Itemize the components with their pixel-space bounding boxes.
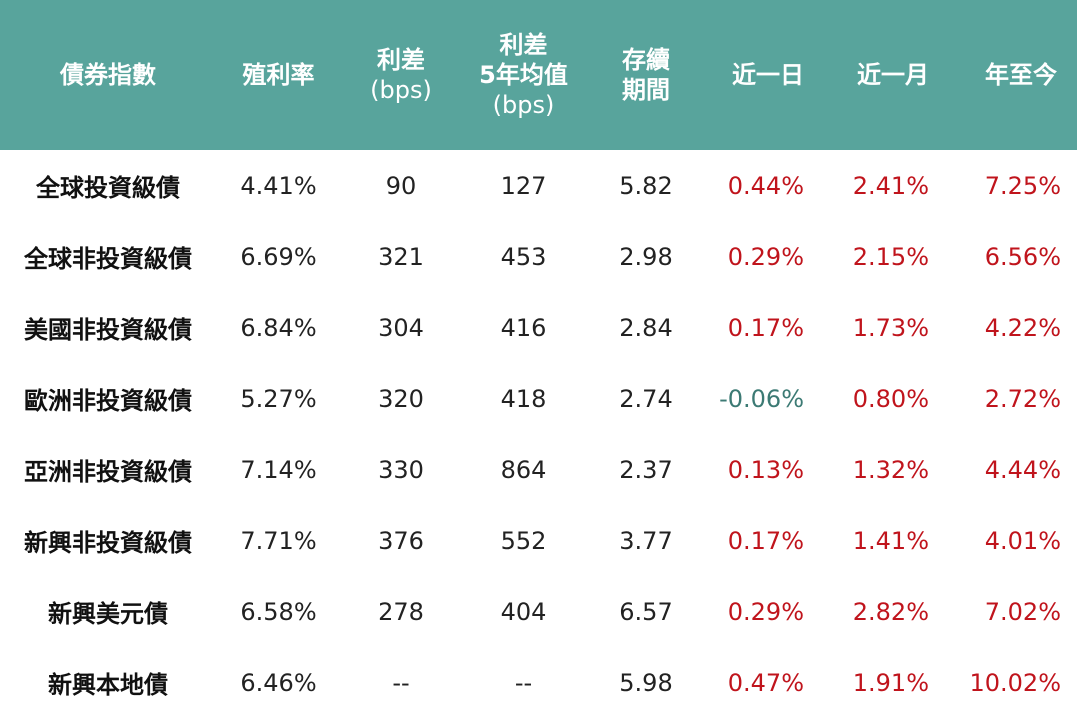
- cell-ytd: 2.72%: [984, 384, 1061, 413]
- cell-spread: 321: [378, 242, 424, 271]
- table-row: 歐洲非投資級債 5.27% 320 418 2.74 -0.06% 0.80% 2.72%: [0, 363, 1077, 434]
- table-row: 新興非投資級債 7.71% 376 552 3.77 0.17% 1.41% 4.01%: [0, 505, 1077, 576]
- header-yield: 殖利率: [216, 60, 341, 90]
- cell-yield: 7.71%: [240, 526, 317, 555]
- row-name: 新興美元債: [48, 600, 168, 628]
- cell-duration: 5.82: [619, 171, 673, 200]
- table-row: 亞洲非投資級債 7.14% 330 864 2.37 0.13% 1.32% 4.44%: [0, 434, 1077, 505]
- cell-duration: 2.74: [619, 384, 673, 413]
- cell-1d: 0.17%: [727, 313, 804, 342]
- header-duration-line2: 期間: [622, 76, 670, 104]
- cell-yield: 6.84%: [240, 313, 317, 342]
- header-spread-line1: 利差: [377, 46, 425, 74]
- cell-yield: 4.41%: [240, 171, 317, 200]
- cell-spread: 90: [385, 171, 417, 200]
- header-ytd: 年至今: [951, 60, 1077, 90]
- cell-ytd: 4.22%: [984, 313, 1061, 342]
- header-1m-label: 近一月: [857, 61, 929, 89]
- cell-1m: 0.80%: [852, 384, 929, 413]
- header-1m: 近一月: [826, 60, 951, 90]
- cell-1m: 2.82%: [852, 597, 929, 626]
- header-yield-label: 殖利率: [242, 61, 315, 89]
- cell-spread-5y: 404: [500, 597, 547, 626]
- cell-1m: 1.41%: [852, 526, 929, 555]
- header-duration: 存續 期間: [586, 45, 706, 105]
- cell-duration: 5.98: [619, 668, 673, 697]
- cell-1m: 1.91%: [852, 668, 929, 697]
- cell-spread-5y: 127: [500, 171, 547, 200]
- cell-spread: 304: [378, 313, 424, 342]
- header-spread-5y: 利差 5年均值 (bps): [461, 30, 586, 120]
- cell-yield: 6.58%: [240, 597, 317, 626]
- cell-ytd: 7.25%: [984, 171, 1061, 200]
- cell-1d: 0.29%: [727, 242, 804, 271]
- cell-spread: 330: [378, 455, 424, 484]
- cell-spread: 320: [378, 384, 424, 413]
- header-spread5y-line1: 利差: [499, 31, 548, 59]
- cell-ytd: 10.02%: [969, 668, 1061, 697]
- cell-1d: -0.06%: [719, 384, 804, 413]
- cell-yield: 6.46%: [240, 668, 317, 697]
- header-index-label: 債券指數: [60, 61, 156, 89]
- cell-yield: 7.14%: [240, 455, 317, 484]
- row-name: 全球投資級債: [36, 174, 180, 202]
- row-name: 亞洲非投資級債: [24, 458, 192, 486]
- cell-duration: 3.77: [619, 526, 673, 555]
- header-index: 債券指數: [0, 60, 216, 90]
- table-row: 新興本地債 6.46% -- -- 5.98 0.47% 1.91% 10.02%: [0, 647, 1077, 718]
- row-name: 全球非投資級債: [24, 245, 192, 273]
- cell-spread-5y: 416: [500, 313, 547, 342]
- table-row: 新興美元債 6.58% 278 404 6.57 0.29% 2.82% 7.02%: [0, 576, 1077, 647]
- row-name: 新興非投資級債: [24, 529, 192, 557]
- cell-spread-5y: 552: [500, 526, 547, 555]
- cell-1d: 0.47%: [727, 668, 804, 697]
- cell-ytd: 7.02%: [984, 597, 1061, 626]
- cell-yield: 5.27%: [240, 384, 317, 413]
- cell-1m: 1.73%: [852, 313, 929, 342]
- header-ytd-label: 年至今: [985, 61, 1057, 89]
- table-row: 全球投資級債 4.41% 90 127 5.82 0.44% 2.41% 7.25%: [0, 150, 1077, 221]
- cell-spread: 278: [378, 597, 424, 626]
- cell-1m: 1.32%: [852, 455, 929, 484]
- row-name: 歐洲非投資級債: [24, 387, 192, 415]
- table-row: 美國非投資級債 6.84% 304 416 2.84 0.17% 1.73% 4.22%: [0, 292, 1077, 363]
- header-spread5y-line2: 5年均值: [479, 61, 568, 89]
- cell-duration: 2.37: [619, 455, 673, 484]
- cell-1d: 0.44%: [727, 171, 804, 200]
- cell-yield: 6.69%: [240, 242, 317, 271]
- header-spread5y-line3: (bps): [492, 91, 555, 119]
- cell-duration: 2.84: [619, 313, 673, 342]
- cell-ytd: 4.01%: [984, 526, 1061, 555]
- cell-1d: 0.17%: [727, 526, 804, 555]
- cell-spread: --: [392, 668, 410, 697]
- cell-spread-5y: 453: [500, 242, 547, 271]
- header-1d: 近一日: [706, 60, 826, 90]
- table-body: 全球投資級債 4.41% 90 127 5.82 0.44% 2.41% 7.25% 全球非投資…: [0, 150, 1077, 718]
- cell-spread-5y: --: [514, 668, 533, 697]
- cell-duration: 2.98: [619, 242, 673, 271]
- cell-duration: 6.57: [619, 597, 673, 626]
- cell-1d: 0.13%: [727, 455, 804, 484]
- table-row: 全球非投資級債 6.69% 321 453 2.98 0.29% 2.15% 6.56%: [0, 221, 1077, 292]
- cell-spread: 376: [378, 526, 424, 555]
- cell-1m: 2.41%: [852, 171, 929, 200]
- cell-ytd: 4.44%: [984, 455, 1061, 484]
- cell-1m: 2.15%: [852, 242, 929, 271]
- header-spread: 利差 (bps): [341, 45, 461, 105]
- cell-1d: 0.29%: [727, 597, 804, 626]
- cell-spread-5y: 418: [500, 384, 547, 413]
- cell-spread-5y: 864: [500, 455, 547, 484]
- header-duration-line1: 存續: [622, 46, 670, 74]
- header-1d-label: 近一日: [732, 61, 804, 89]
- table-header: 債券指數 殖利率 利差 (bps) 利差 5年均值 (bps) 存續 期間 近一…: [0, 0, 1077, 150]
- cell-ytd: 6.56%: [984, 242, 1061, 271]
- header-spread-line2: (bps): [370, 76, 432, 104]
- row-name: 美國非投資級債: [24, 316, 192, 344]
- row-name: 新興本地債: [48, 671, 168, 699]
